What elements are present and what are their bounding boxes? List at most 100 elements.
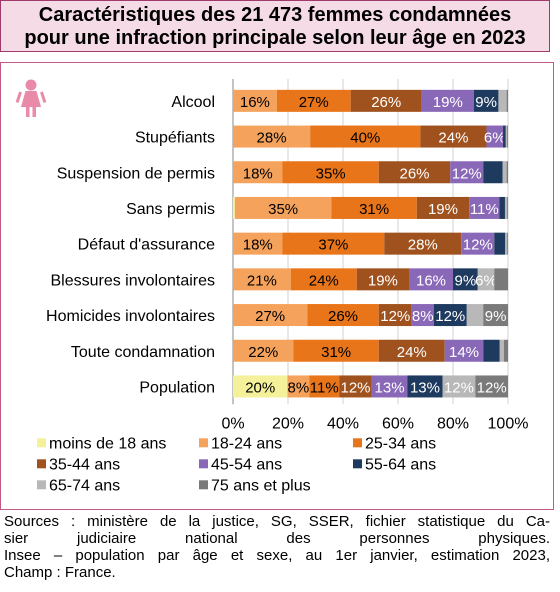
bar-segment <box>499 339 504 362</box>
data-label: 9% <box>455 272 477 289</box>
data-label: 24% <box>397 344 427 361</box>
bar-segment <box>506 89 508 112</box>
bar-segment <box>469 196 500 219</box>
category-label: Suspension de permis <box>57 165 215 182</box>
legend: moins de 18 ans 18-24 ans 25-34 ans 35-44 a… <box>37 435 436 494</box>
data-label: 24% <box>438 130 468 147</box>
data-label: 16% <box>416 272 446 289</box>
chart-frame: 16% 27% 26% 19% 9% 28% 40% 24% 6% 18% 35% 26% 12% 35%… <box>0 62 554 510</box>
data-label: 11% <box>470 201 499 218</box>
data-label: 14% <box>449 344 479 361</box>
bar-segment <box>282 161 379 184</box>
bar-segment <box>483 304 508 327</box>
x-tick-label: 40% <box>327 415 359 432</box>
data-label: 11% <box>310 379 339 396</box>
bar-segment <box>350 89 422 112</box>
bar-segment <box>421 89 474 112</box>
bar-segment <box>444 339 484 362</box>
data-label: 40% <box>350 130 380 147</box>
bar-segment <box>233 232 283 255</box>
bar-segment <box>371 375 408 398</box>
category-labels: Alcool Stupéfiants Suspension de permis San… <box>46 94 215 397</box>
data-label: 35% <box>268 201 298 218</box>
bar-segment <box>498 89 507 112</box>
data-label: 12% <box>435 308 465 325</box>
data-label: 13% <box>410 379 440 396</box>
data-label: 19% <box>428 201 458 218</box>
female-person-icon <box>15 79 47 117</box>
bar-segment <box>473 89 499 112</box>
bar-segment <box>499 196 505 219</box>
bar-segment <box>503 339 508 362</box>
x-tick-label: 100% <box>488 415 529 432</box>
category-label: Défaut d'assurance <box>78 237 215 254</box>
bar-segment <box>233 89 277 112</box>
bar-segment <box>356 268 409 291</box>
data-label: 37% <box>318 237 348 254</box>
data-label: 12% <box>463 237 493 254</box>
category-label: Toute condamnation <box>71 344 215 361</box>
bar-segment <box>233 196 235 219</box>
sources-line-2: sier judiciaire national des personnes p… <box>4 530 550 547</box>
bar-segment <box>503 125 506 148</box>
data-label: 21% <box>247 272 277 289</box>
data-label: 26% <box>399 165 429 182</box>
bar-segment <box>233 161 283 184</box>
bar-segment <box>505 232 508 255</box>
data-label: 12% <box>477 379 507 396</box>
bar-segment <box>411 304 434 327</box>
category-label: Alcool <box>171 94 215 111</box>
bar-segment <box>502 161 507 184</box>
bar-segment <box>494 232 506 255</box>
bar-segment <box>416 196 470 219</box>
sources-line-3: Insee – population par âge et sexe, au 1… <box>4 547 550 564</box>
data-label: 6% <box>475 272 497 289</box>
data-label: 22% <box>248 344 278 361</box>
legend-label: moins de 18 ans <box>49 435 166 452</box>
bar-segment <box>507 196 508 219</box>
data-label: 26% <box>371 94 401 111</box>
legend-swatch <box>199 459 208 469</box>
category-label: Sans permis <box>126 201 215 218</box>
x-axis-ticks: 0% 20% 40% 60% 80% 100% <box>221 415 528 432</box>
bar-segment <box>450 161 484 184</box>
bar-segment <box>233 339 294 362</box>
bar-segment <box>477 268 495 291</box>
legend-swatch <box>37 438 46 448</box>
bar-segment <box>378 339 445 362</box>
legend-label: 45-54 ans <box>211 456 282 473</box>
x-tick-label: 80% <box>437 415 469 432</box>
bar-segment <box>310 125 421 148</box>
legend-label: 65-74 ans <box>49 477 120 494</box>
bar-segment <box>282 232 385 255</box>
bar-segment <box>420 125 487 148</box>
category-label: Blessures involontaires <box>50 272 215 289</box>
bar-segment <box>453 268 478 291</box>
legend-swatch <box>37 459 46 469</box>
bar-segment <box>307 304 379 327</box>
bar-segment <box>234 196 332 219</box>
bar-segment <box>433 304 467 327</box>
bar-segment <box>504 196 508 219</box>
bar-segment <box>287 375 310 398</box>
data-label: 6% <box>484 130 506 147</box>
data-label: 19% <box>368 272 398 289</box>
x-tick-label: 0% <box>221 415 244 432</box>
bar-segment <box>507 125 508 148</box>
bar-segment <box>505 125 508 148</box>
data-label: 13% <box>375 379 405 396</box>
legend-swatch <box>353 438 362 448</box>
data-label: 12% <box>380 308 410 325</box>
bar-segment <box>331 196 417 219</box>
bar-segment <box>506 161 508 184</box>
bar-segment <box>461 232 495 255</box>
x-tick-label: 20% <box>272 415 304 432</box>
data-label: 9% <box>475 94 497 111</box>
data-label: 27% <box>299 94 329 111</box>
chart-title: Caractéristiques des 21 473 femmes conda… <box>0 0 550 52</box>
category-label: Population <box>139 379 215 396</box>
bars: 16% 27% 26% 19% 9% 28% 40% 24% 6% 18% 35% 26% 12% 35%… <box>233 89 508 398</box>
category-label: Stupéfiants <box>135 130 215 147</box>
data-label: 16% <box>240 94 270 111</box>
legend-label: 18-24 ans <box>211 435 282 452</box>
